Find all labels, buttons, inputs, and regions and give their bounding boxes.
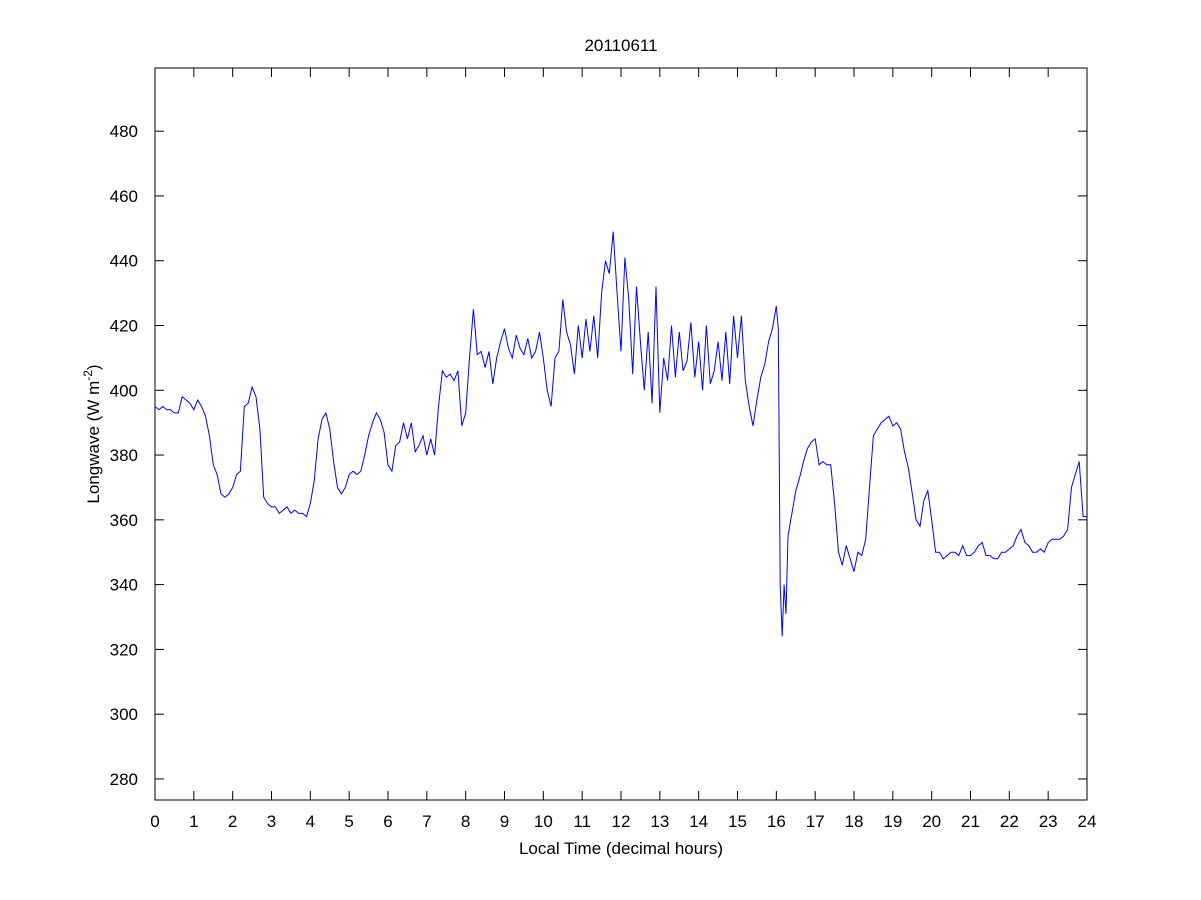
x-tick-label: 21 [961, 812, 980, 831]
x-tick-label: 23 [1039, 812, 1058, 831]
y-axis-label: Longwave (W m-2) [81, 364, 103, 503]
y-axis-label-close: ) [84, 364, 103, 370]
x-tick-label: 10 [534, 812, 553, 831]
x-tick-label: 5 [344, 812, 353, 831]
x-tick-label: 1 [189, 812, 198, 831]
x-axis: 0 1 2 3 4 5 6 7 8 9 10 11 12 13 14 15 16 17 18 19 20 21 22 23 24 [150, 68, 1096, 831]
x-tick-label: 9 [500, 812, 509, 831]
x-tick-label: 4 [306, 812, 315, 831]
x-tick-label: 11 [573, 812, 591, 831]
y-tick-label: 460 [110, 187, 138, 206]
x-tick-label: 7 [422, 812, 431, 831]
x-tick-label: 0 [150, 812, 159, 831]
x-tick-label: 2 [228, 812, 237, 831]
y-tick-label: 480 [110, 122, 138, 141]
x-tick-label: 16 [767, 812, 786, 831]
plot-area [154, 67, 1088, 801]
x-axis-label: Local Time (decimal hours) [519, 839, 723, 858]
y-tick-label: 320 [110, 640, 138, 659]
x-tick-label: 8 [461, 812, 470, 831]
x-tick-label: 3 [267, 812, 276, 831]
x-tick-label: 6 [383, 812, 392, 831]
x-tick-label: 19 [883, 812, 902, 831]
y-axis-label-superscript: -2 [81, 370, 95, 381]
y-tick-label: 400 [110, 381, 138, 400]
y-axis: 280 300 320 340 360 380 400 420 440 460 480 [110, 122, 1087, 789]
y-tick-label: 440 [110, 252, 138, 271]
y-tick-label: 380 [110, 446, 138, 465]
x-tick-label: 18 [845, 812, 864, 831]
x-tick-label: 17 [806, 812, 825, 831]
x-tick-label: 15 [728, 812, 747, 831]
series-line-longwave [154, 231, 1087, 637]
x-tick-label: 24 [1078, 812, 1097, 831]
x-tick-label: 14 [689, 812, 708, 831]
y-tick-label: 340 [110, 576, 138, 595]
x-tick-label: 13 [650, 812, 669, 831]
x-tick-label: 20 [922, 812, 941, 831]
y-tick-label: 280 [110, 770, 138, 789]
y-tick-label: 300 [110, 705, 138, 724]
x-tick-label: 12 [612, 812, 631, 831]
x-tick-label: 22 [1000, 812, 1019, 831]
y-axis-label-main: Longwave (W m [84, 381, 103, 504]
y-tick-label: 420 [110, 316, 138, 335]
y-tick-label: 360 [110, 511, 138, 530]
chart-title: 20110611 [584, 36, 657, 55]
